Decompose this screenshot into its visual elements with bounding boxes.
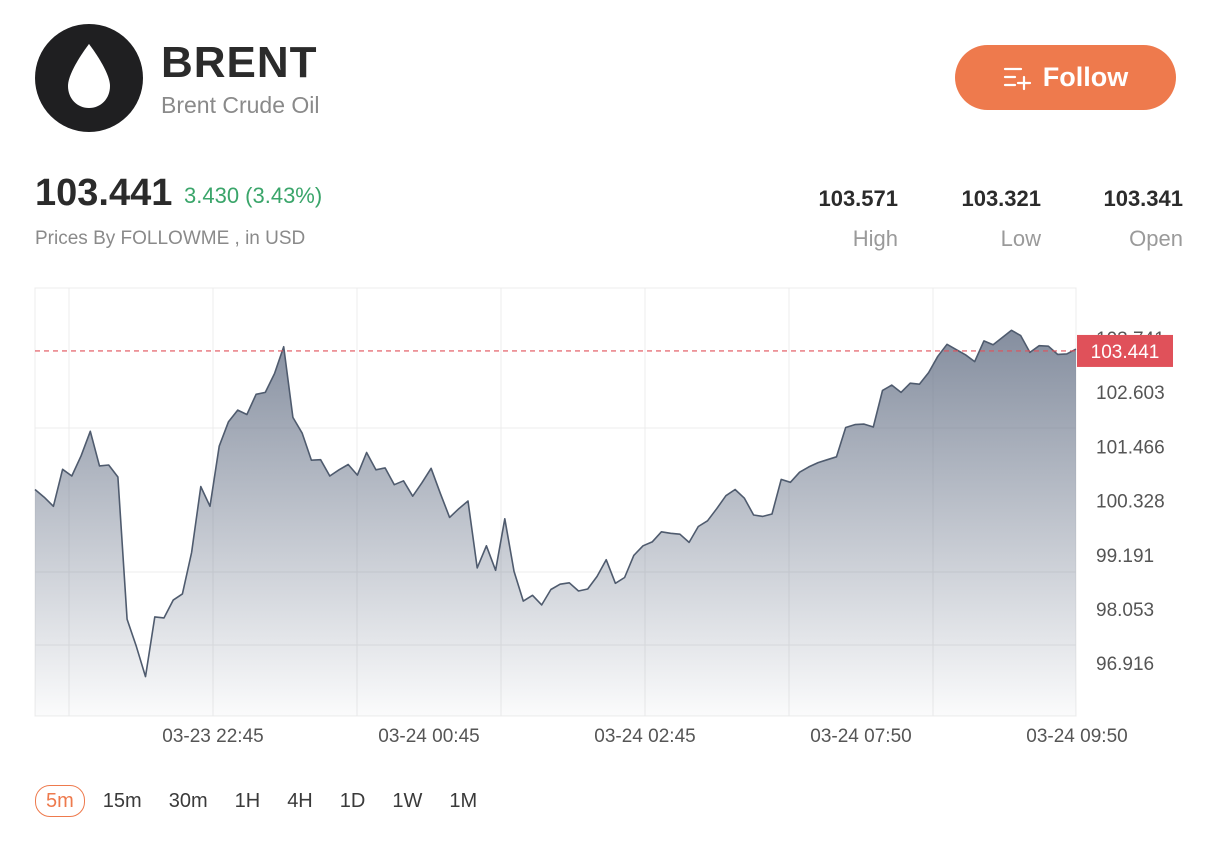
stat-open: 103.341 Open bbox=[1095, 186, 1183, 252]
stat-high: 103.571 High bbox=[810, 186, 898, 252]
x-axis-tick-label: 03-24 00:45 bbox=[378, 726, 479, 747]
stat-low-label: Low bbox=[1000, 226, 1041, 251]
y-axis-tick-label: 101.466 bbox=[1096, 437, 1165, 458]
timeframe-option[interactable]: 15m bbox=[102, 790, 142, 812]
timeframe-option[interactable]: 1W bbox=[392, 790, 423, 812]
x-axis-tick-label: 03-24 02:45 bbox=[594, 726, 695, 747]
current-price: 103.441 bbox=[35, 172, 173, 214]
price-source: Prices By FOLLOWME , in USD bbox=[35, 228, 306, 249]
stat-high-value: 103.571 bbox=[818, 186, 898, 211]
price-change: 3.430 (3.43%) bbox=[184, 183, 323, 208]
stat-high-label: High bbox=[852, 226, 898, 251]
current-price-badge-label: 103.441 bbox=[1091, 342, 1160, 363]
stat-open-value: 103.341 bbox=[1103, 186, 1183, 211]
stat-open-label: Open bbox=[1129, 226, 1183, 251]
y-axis-tick-label: 98.053 bbox=[1096, 600, 1154, 621]
y-axis-tick-label: 99.191 bbox=[1096, 546, 1154, 567]
list-add-icon bbox=[1003, 67, 1031, 90]
y-axis-tick-label: 100.328 bbox=[1096, 492, 1165, 513]
x-axis-tick-label: 03-23 22:45 bbox=[162, 726, 263, 747]
stat-low-value: 103.321 bbox=[961, 186, 1041, 211]
oil-drop-icon bbox=[68, 44, 110, 108]
y-axis-tick-label: 96.916 bbox=[1096, 654, 1154, 675]
timeframe-option[interactable]: 5m bbox=[35, 785, 85, 817]
timeframe-option[interactable]: 4H bbox=[287, 790, 313, 812]
x-axis-tick-label: 03-24 09:50 bbox=[1026, 726, 1127, 747]
brent-logo bbox=[35, 24, 143, 132]
current-price-badge bbox=[1077, 334, 1173, 367]
timeframe-option[interactable]: 1M bbox=[449, 790, 478, 812]
x-axis-tick-label: 03-24 07:50 bbox=[810, 726, 911, 747]
timeframe-option[interactable]: 30m bbox=[168, 790, 208, 812]
price-line bbox=[34, 329, 1077, 678]
y-axis-tick-label: 102.603 bbox=[1096, 383, 1165, 404]
stat-low: 103.321 Low bbox=[953, 186, 1041, 252]
timeframe-selector: 5m 15m 30m 1H 4H 1D 1W 1M bbox=[35, 785, 504, 817]
follow-button-label: Follow bbox=[1042, 62, 1129, 92]
instrument-symbol: BRENT bbox=[161, 38, 318, 87]
price-area bbox=[35, 330, 1076, 716]
follow-button[interactable]: Follow bbox=[955, 45, 1176, 110]
timeframe-option[interactable]: 1D bbox=[339, 790, 366, 812]
instrument-name: Brent Crude Oil bbox=[161, 92, 320, 118]
timeframe-option[interactable]: 1H bbox=[234, 790, 261, 812]
